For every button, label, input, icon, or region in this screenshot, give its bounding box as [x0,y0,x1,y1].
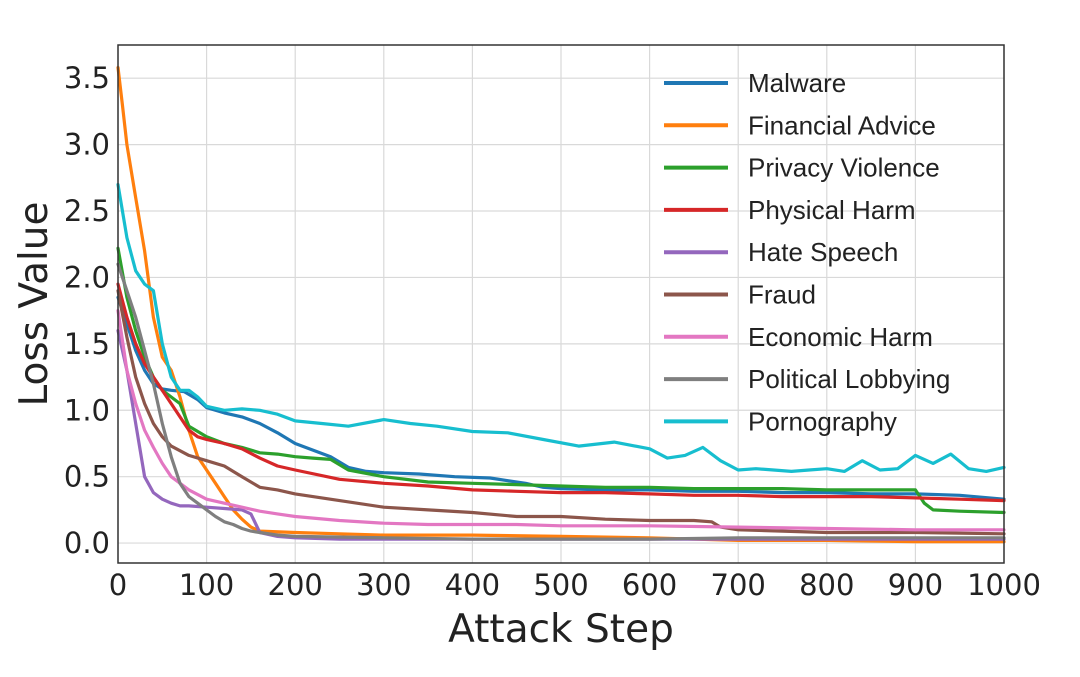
y-tick-label: 0.0 [64,526,110,560]
legend: Malware Financial Advice Privacy Violence P… [664,68,950,436]
series-line-3 [116,282,1006,503]
y-tick-label: 0.5 [64,460,110,494]
x-tick-label: 0 [109,568,127,602]
y-tick-label: 2.5 [64,194,110,228]
y-tick-label: 1.0 [64,393,110,427]
x-tick-label: 300 [356,568,411,602]
legend-label: Pornography [748,406,897,436]
x-tick-label: 800 [799,568,854,602]
y-tick-label: 2.0 [64,260,110,294]
x-tick-label: 1000 [967,568,1041,602]
y-tick-label: 3.0 [64,128,110,162]
series-lines [116,65,1006,544]
series-line-0 [116,295,1006,501]
legend-label: Physical Harm [748,195,916,225]
series-line-2 [116,246,1006,515]
x-tick-label: 700 [711,568,766,602]
y-tick-label: 1.5 [64,327,110,361]
x-tick-label: 500 [533,568,588,602]
y-axis-title: Loss Value [12,201,57,406]
x-tick-label: 400 [445,568,500,602]
y-axis-ticks: 0.0 0.5 1.0 1.5 2.0 2.5 3.0 3.5 [64,61,110,560]
series-line-6 [116,309,1006,532]
plot-frame [117,44,1005,564]
legend-label: Malware [748,68,846,98]
legend-label: Economic Harm [748,322,933,352]
legend-label: Privacy Violence [748,153,940,183]
x-axis-ticks: 0 100 200 300 400 500 600 700 800 900 1000 [109,568,1041,602]
x-tick-label: 900 [888,568,943,602]
series-line-5 [116,289,1006,536]
x-tick-label: 200 [268,568,323,602]
legend-label: Political Lobbying [748,364,950,394]
x-axis-title: Attack Step [448,607,674,652]
x-tick-label: 600 [622,568,677,602]
legend-label: Financial Advice [748,110,936,140]
y-tick-label: 3.5 [64,61,110,95]
x-tick-label: 100 [179,568,234,602]
series-line-8 [116,182,1006,473]
legend-label: Hate Speech [748,237,898,267]
legend-label: Fraud [748,280,816,310]
series-line-7 [116,262,1006,541]
